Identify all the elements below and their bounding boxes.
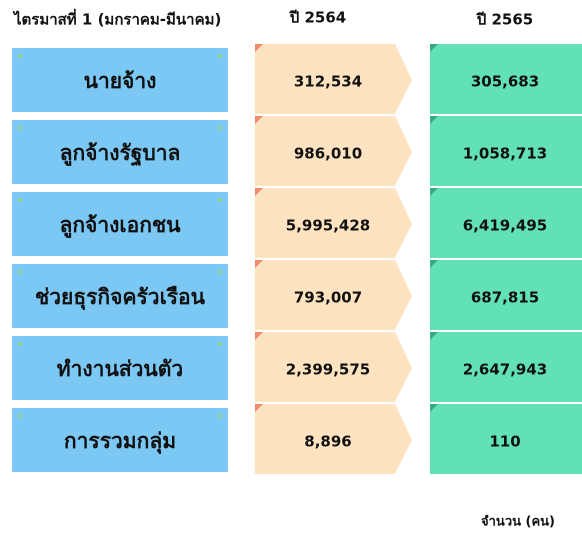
dot <box>218 54 222 58</box>
value-arrow <box>255 260 412 330</box>
value-arrow <box>255 116 412 186</box>
corner <box>430 116 438 124</box>
dot <box>18 342 22 346</box>
category-box <box>12 48 228 112</box>
value-2565: 1,058,713 <box>463 145 547 163</box>
value-arrow <box>255 188 412 258</box>
dot <box>18 270 22 274</box>
value-arrow <box>255 44 412 114</box>
year-header: ปี 2564 <box>289 9 346 27</box>
dot <box>218 126 222 130</box>
year-header: ปี 2565 <box>476 11 533 29</box>
value-box <box>430 116 582 186</box>
category-box <box>12 120 228 184</box>
value-2564: 986,010 <box>294 145 362 163</box>
value-2564: 793,007 <box>294 289 362 307</box>
category-label: ลูกจ้างเอกชน <box>59 213 181 239</box>
dot <box>18 54 22 58</box>
corner <box>430 260 438 268</box>
corner <box>255 116 263 124</box>
category-box <box>12 336 228 400</box>
category-label: ลูกจ้างรัฐบาล <box>60 141 181 167</box>
value-2564: 312,534 <box>294 73 362 91</box>
period-title: ไตรมาสที่ 1 (มกราคม-มีนาคม) <box>12 9 221 29</box>
corner <box>255 260 263 268</box>
dot <box>18 198 22 202</box>
value-2565: 305,683 <box>471 73 539 91</box>
corner <box>255 44 263 52</box>
corner <box>430 404 438 412</box>
corner <box>255 404 263 412</box>
value-box <box>430 404 582 474</box>
corner <box>430 332 438 340</box>
corner <box>430 188 438 196</box>
value-2564: 2,399,575 <box>286 361 370 379</box>
value-2565: 6,419,495 <box>463 217 547 235</box>
value-arrow <box>255 332 412 402</box>
corner <box>430 44 438 52</box>
value-2564: 5,995,428 <box>286 217 370 235</box>
value-box <box>430 332 582 402</box>
value-arrow <box>255 404 412 474</box>
dot <box>218 342 222 346</box>
category-label: การรวมกลุ่ม <box>64 429 176 455</box>
value-2565: 687,815 <box>471 289 539 307</box>
dot <box>18 414 22 418</box>
corner <box>255 332 263 340</box>
dot <box>218 414 222 418</box>
category-label: ทำงานส่วนตัว <box>57 357 183 381</box>
value-2564: 8,896 <box>304 433 351 451</box>
value-2565: 2,647,943 <box>463 361 547 379</box>
category-box <box>12 192 228 256</box>
category-label: นายจ้าง <box>84 69 157 93</box>
dot <box>218 198 222 202</box>
unit-note: จำนวน (คน) <box>481 514 555 530</box>
value-box <box>430 188 582 258</box>
dot <box>18 126 22 130</box>
value-box <box>430 44 582 114</box>
category-box <box>12 264 228 328</box>
corner <box>255 188 263 196</box>
value-box <box>430 260 582 330</box>
category-box <box>12 408 228 472</box>
value-2565: 110 <box>489 433 520 451</box>
dot <box>218 270 222 274</box>
category-label: ช่วยธุรกิจครัวเรือน <box>35 285 206 311</box>
